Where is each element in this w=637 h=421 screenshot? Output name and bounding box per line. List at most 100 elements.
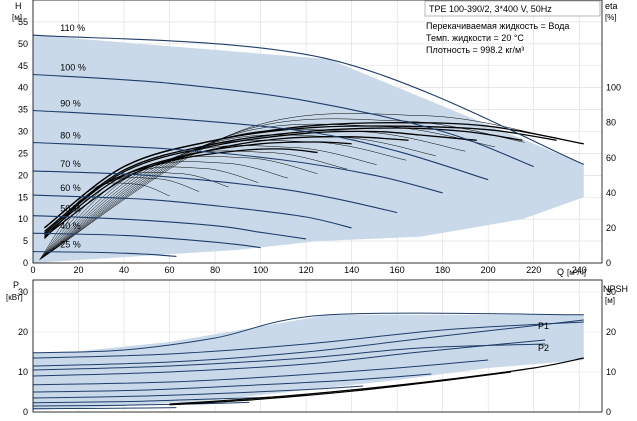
y2-tick-label: 10 [606, 367, 616, 377]
y-tick-label: 40 [18, 83, 28, 93]
speed-label: 60 % [60, 183, 81, 193]
speed-label: 80 % [60, 130, 81, 140]
y-axis-unit-P: [кВт] [6, 293, 23, 302]
efficiency-curve [43, 148, 318, 239]
y-tick-label: 35 [18, 105, 28, 115]
speed-label: 40 % [60, 221, 81, 231]
efficiency-curve-thin [39, 145, 377, 260]
efficiency-curve-thin [39, 123, 496, 260]
y2-axis-label-eta: eta [605, 1, 618, 11]
head-curve [32, 109, 489, 181]
efficiency-curve-thin [39, 118, 525, 260]
y-tick-label: 30 [18, 127, 28, 137]
y-tick-label: 50 [18, 39, 28, 49]
power-curve-p2 [32, 343, 546, 371]
head-curve [32, 141, 443, 194]
x-tick-label: 180 [435, 265, 450, 275]
x-tick-label: 220 [526, 265, 541, 275]
y2-tick-label: 100 [606, 83, 621, 93]
y-axis-label-H: H [15, 1, 22, 11]
power-curve-p2 [32, 321, 584, 359]
x-tick-label: 100 [253, 265, 268, 275]
head-curve [32, 194, 352, 229]
power-curve-p1 [32, 359, 489, 386]
annotation-fluid: Перекачиваемая жидкость = Вода [426, 21, 569, 31]
y-tick-label: 45 [18, 61, 28, 71]
power-curve-p1 [32, 339, 546, 377]
speed-label: 100 % [60, 63, 86, 73]
power-curve-p1 [32, 385, 364, 399]
x-tick-label: 40 [119, 265, 129, 275]
y2-axis-unit-eta: [%] [605, 13, 617, 22]
speed-label: 50 % [60, 204, 81, 214]
efficiency-curve-thin [39, 182, 170, 260]
bottom-envelope [33, 314, 584, 410]
x-tick-label: 200 [481, 265, 496, 275]
y-axis-label-P: P [13, 280, 19, 290]
efficiency-curve [44, 125, 557, 229]
head-curve [32, 170, 398, 214]
speed-label: 70 % [60, 159, 81, 169]
y2-tick-label: 30 [606, 287, 616, 297]
y-tick-label: 20 [18, 327, 28, 337]
x-tick-label: 0 [30, 265, 35, 275]
head-curve [32, 251, 177, 257]
y2-tick-label: 20 [606, 223, 616, 233]
head-curve [32, 232, 261, 249]
y2-tick-label: 80 [606, 118, 616, 128]
efficiency-curves [39, 113, 584, 260]
head-curve [32, 73, 534, 168]
power-curve-p1 [32, 312, 584, 354]
y2-tick-label: 40 [606, 188, 616, 198]
y-tick-label: 15 [18, 192, 28, 202]
power-curve-p1 [32, 407, 177, 410]
y-axis-unit-H: [м] [12, 13, 22, 22]
speed-label: 25 % [60, 240, 81, 250]
head-curve [32, 34, 585, 165]
efficiency-curve-thin [39, 139, 407, 260]
x-tick-label: 140 [344, 265, 359, 275]
power-curve-p1 [32, 373, 432, 393]
x-tick-label: 160 [390, 265, 405, 275]
speed-label: 90 % [60, 98, 81, 108]
curve-labels: 110 % 100 % 90 % 80 % 70 % 60 % 50 % 40 % 25 % [60, 23, 86, 250]
efficiency-curve-thin [39, 166, 259, 260]
bottom-plot-frame [32, 279, 603, 413]
y2-tick-label: 0 [606, 258, 611, 268]
y-tick-label: 0 [23, 407, 28, 417]
npsh-curve [169, 357, 584, 405]
y-tick-label: 25 [18, 148, 28, 158]
y-tick-label: 5 [23, 236, 28, 246]
efficiency-curve-thin [39, 172, 229, 260]
y-tick-label: 20 [18, 170, 28, 180]
bottom-axes: 0 10 20 30 0 10 20 30 [18, 279, 616, 417]
y2-tick-label: 60 [606, 153, 616, 163]
power-curves [32, 312, 584, 410]
annotation-density: Плотность = 998.2 кг/м³ [426, 45, 524, 55]
y2-axis-label-NPSH: NPSH [603, 284, 628, 294]
power-curve-p1 [32, 401, 250, 407]
efficiency-curve-thin [39, 129, 466, 260]
npsh-curve [169, 371, 512, 406]
y-tick-label: 10 [18, 367, 28, 377]
power-curve-p1 [32, 319, 584, 367]
x-tick-label: 60 [165, 265, 175, 275]
efficiency-curve-thin [39, 134, 436, 260]
x-axis-label-Q: Q [557, 267, 564, 277]
y-tick-label: 0 [23, 258, 28, 268]
y-tick-label: 30 [18, 287, 28, 297]
efficiency-curve-thin [39, 113, 555, 260]
x-tick-label: 80 [210, 265, 220, 275]
y2-tick-label: 0 [606, 407, 611, 417]
speed-label: 110 % [60, 23, 85, 33]
top-axes: 0 20 40 60 80 100 120 140 160 180 200 220 2400510152… [18, 0, 621, 275]
chart-title: TPE 100-390/2, 3*400 V, 50Hz [429, 4, 552, 14]
series-label-P1: P1 [538, 321, 549, 331]
efficiency-curve-thin [39, 150, 348, 260]
y2-axis-unit-NPSH: [м] [605, 296, 615, 305]
head-curve [32, 215, 307, 240]
efficiency-curve-thin [39, 156, 318, 260]
title-box [424, 0, 601, 17]
efficiency-curve [44, 127, 523, 232]
